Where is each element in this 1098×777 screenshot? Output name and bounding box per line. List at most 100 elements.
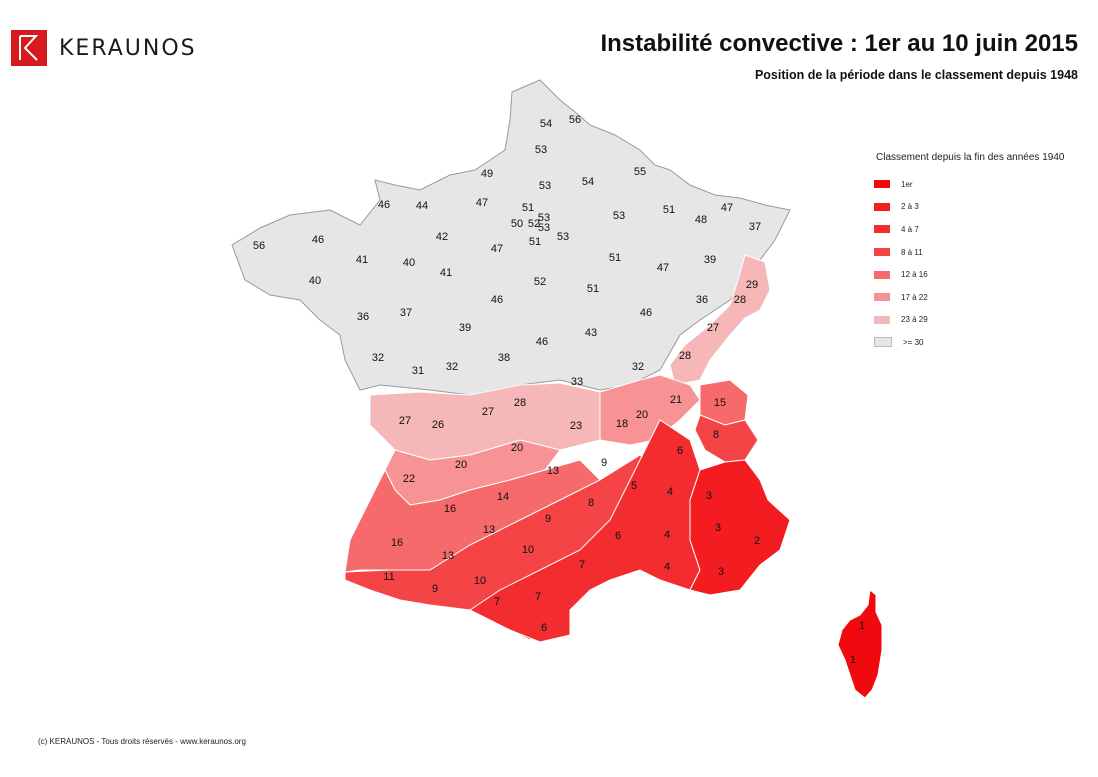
department-rank-label: 23 [570, 420, 582, 432]
department-rank-label: 56 [253, 240, 265, 252]
department-rank-label: 40 [403, 257, 415, 269]
department-rank-label: 4 [664, 561, 670, 573]
department-rank-label: 51 [587, 283, 599, 295]
department-rank-label: 39 [704, 254, 716, 266]
department-rank-label: 38 [498, 352, 510, 364]
department-rank-label: 47 [491, 243, 503, 255]
department-rank-label: 6 [615, 530, 621, 542]
department-rank-label: 53 [539, 180, 551, 192]
department-rank-label: 46 [378, 199, 390, 211]
department-rank-label: 53 [535, 144, 547, 156]
legend-item-30-plus: >= 30 [874, 331, 1064, 354]
department-rank-label: 10 [474, 575, 486, 587]
department-rank-label: 53 [613, 210, 625, 222]
department-rank-label: 3 [715, 522, 721, 534]
department-rank-label: 46 [536, 336, 548, 348]
department-rank-label: 13 [483, 524, 495, 536]
legend-item-4-7: 4 à 7 [874, 218, 1064, 241]
keraunos-k-icon [11, 30, 47, 66]
department-rank-label: 37 [749, 221, 761, 233]
department-rank-label: 8 [713, 429, 719, 441]
department-rank-label: 20 [455, 459, 467, 471]
department-rank-label: 10 [522, 544, 534, 556]
department-rank-label: 28 [734, 294, 746, 306]
department-rank-label: 27 [707, 322, 719, 334]
legend-swatch [874, 248, 890, 257]
department-rank-label: 54 [582, 176, 594, 188]
department-rank-label: 1 [850, 654, 856, 666]
department-rank-label: 9 [432, 583, 438, 595]
legend-item-12-16: 12 à 16 [874, 263, 1064, 286]
department-rank-label: 32 [372, 352, 384, 364]
department-rank-label: 55 [634, 166, 646, 178]
legend-swatch [874, 337, 892, 348]
legend-swatch [874, 315, 890, 324]
department-rank-label: 31 [412, 365, 424, 377]
department-rank-label: 16 [444, 503, 456, 515]
department-rank-label: 51 [522, 202, 534, 214]
department-rank-label: 47 [721, 202, 733, 214]
department-rank-label: 7 [494, 596, 500, 608]
department-rank-label: 44 [416, 200, 428, 212]
department-rank-label: 8 [588, 497, 594, 509]
legend-swatch [874, 293, 890, 302]
department-rank-label: 52 [534, 276, 546, 288]
department-rank-label: 13 [547, 465, 559, 477]
department-rank-label: 7 [579, 559, 585, 571]
department-rank-label: 1 [859, 620, 865, 632]
department-rank-label: 5 [631, 480, 637, 492]
department-rank-label: 51 [663, 204, 675, 216]
legend: Classement depuis la fin des années 1940… [874, 152, 1065, 354]
department-rank-label: 20 [511, 442, 523, 454]
department-rank-label: 41 [440, 267, 452, 279]
legend-swatch [874, 270, 890, 279]
department-rank-label: 53 [538, 212, 550, 224]
department-rank-label: 40 [309, 275, 321, 287]
department-rank-label: 47 [476, 197, 488, 209]
department-rank-label: 36 [357, 311, 369, 323]
map-title: Instabilité convective : 1er au 10 juin … [600, 30, 1078, 57]
department-rank-label: 46 [640, 307, 652, 319]
department-rank-label: 47 [657, 262, 669, 274]
department-rank-label: 13 [442, 550, 454, 562]
region-band-17-22 [599, 374, 701, 446]
legend-item-8-11: 8 à 11 [874, 241, 1064, 264]
department-rank-label: 51 [529, 236, 541, 248]
department-rank-label: 42 [436, 231, 448, 243]
legend-item-2-3: 2 à 3 [874, 196, 1064, 219]
brand-name: KERAUNOS [59, 35, 197, 61]
department-rank-label: 4 [667, 486, 673, 498]
department-rank-label: 7 [535, 591, 541, 603]
legend-title: Classement depuis la fin des années 1940 [876, 152, 1065, 163]
region-corsica-1er [837, 589, 883, 699]
department-rank-label: 32 [632, 361, 644, 373]
department-rank-label: 18 [616, 418, 628, 430]
legend-item-1er: 1er [874, 173, 1064, 196]
department-rank-label: 15 [714, 397, 726, 409]
department-rank-label: 41 [356, 254, 368, 266]
department-rank-label: 22 [403, 473, 415, 485]
department-rank-label: 50 [511, 218, 523, 230]
department-rank-label: 29 [746, 279, 758, 291]
legend-item-23-29: 23 à 29 [874, 309, 1064, 332]
legend-item-17-22: 17 à 22 [874, 286, 1064, 309]
department-rank-label: 54 [540, 118, 552, 130]
department-rank-label: 9 [545, 513, 551, 525]
department-rank-label: 49 [481, 168, 493, 180]
department-rank-label: 43 [585, 327, 597, 339]
department-rank-label: 33 [571, 376, 583, 388]
department-rank-label: 3 [706, 490, 712, 502]
keraunos-logo: KERAUNOS [11, 30, 197, 66]
department-rank-label: 6 [541, 622, 547, 634]
department-rank-label: 28 [514, 397, 526, 409]
region-alps-north-pink [669, 254, 771, 386]
department-rank-label: 36 [696, 294, 708, 306]
department-rank-label: 4 [664, 529, 670, 541]
department-rank-label: 2 [754, 535, 760, 547]
department-rank-label: 20 [636, 409, 648, 421]
department-rank-label: 6 [677, 445, 683, 457]
copyright-footer: (c) KERAUNOS - Tous droits réservés - ww… [38, 737, 246, 746]
department-rank-label: 28 [679, 350, 691, 362]
department-rank-label: 52 [528, 218, 540, 230]
